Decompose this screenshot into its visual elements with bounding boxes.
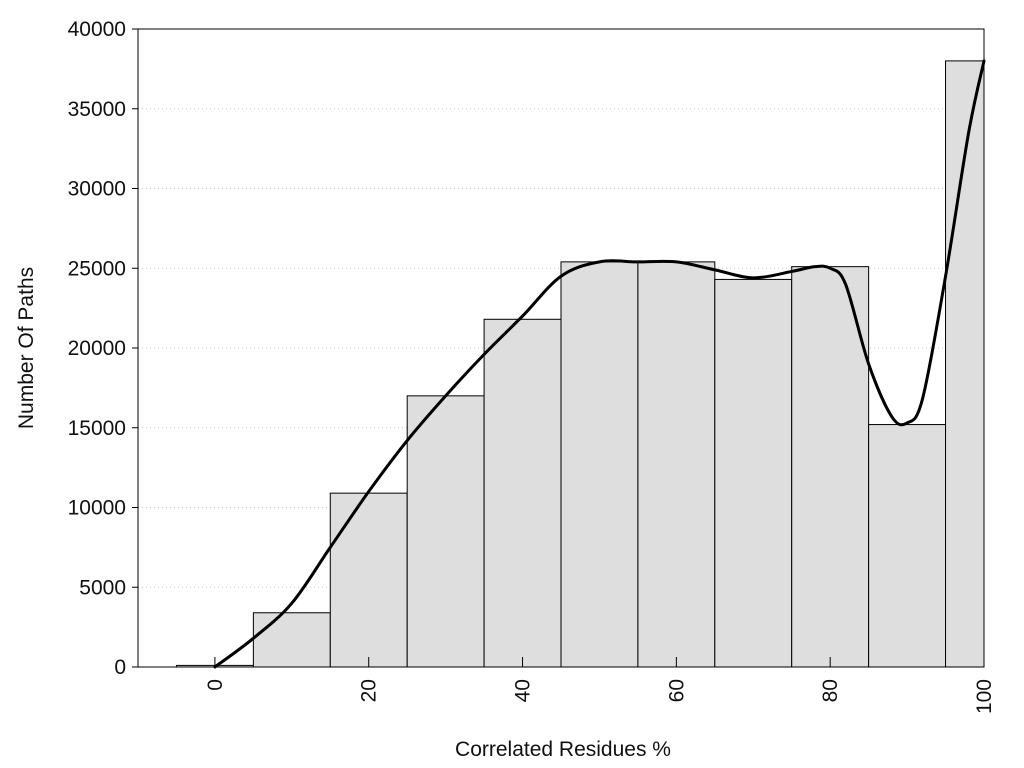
histogram-bar (560, 261, 639, 668)
x-axis: 0 20 40 60 80 100 (204, 657, 996, 714)
histogram-bar (637, 261, 716, 668)
x-axis-title: Correlated Residues % (455, 738, 671, 761)
density-curve-layer (213, 59, 986, 669)
x-tick-label: 0 (204, 679, 227, 691)
y-tick-label: 40000 (68, 18, 126, 41)
x-tick-label: 80 (819, 679, 842, 702)
x-tick-label: 100 (973, 679, 996, 714)
y-tick-label: 0 (114, 656, 126, 679)
density-curve (213, 59, 986, 669)
x-tick-label: 40 (512, 679, 535, 702)
y-axis: 0 5000 10000 15000 20000 25000 30000 35000 40000 (68, 18, 138, 679)
y-tick-label: 5000 (79, 576, 126, 599)
y-tick-label: 35000 (68, 98, 126, 121)
bars (175, 60, 985, 668)
y-tick-label: 25000 (68, 257, 126, 280)
histogram-bar (252, 612, 331, 668)
histogram-bar (868, 424, 947, 668)
y-tick-label: 15000 (68, 417, 126, 440)
histogram-bar (329, 492, 408, 668)
y-tick-label: 20000 (68, 337, 126, 360)
x-tick-label: 20 (358, 679, 381, 702)
histogram-bar (483, 318, 562, 668)
x-tick-label: 60 (665, 679, 688, 702)
y-tick-label: 10000 (68, 497, 126, 520)
y-axis-title: Number Of Paths (15, 267, 38, 429)
histogram-bar (714, 278, 793, 668)
y-tick-label: 30000 (68, 178, 126, 201)
histogram-bar (406, 395, 485, 668)
